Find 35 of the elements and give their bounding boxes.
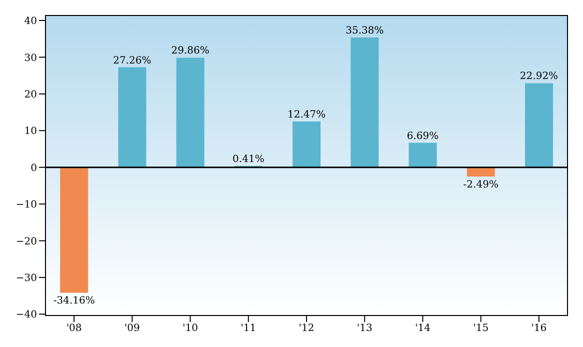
data-label: -2.49% (463, 179, 498, 190)
data-label: 12.47% (287, 110, 326, 121)
bar (350, 37, 379, 168)
y-tick-label: −10 (16, 200, 37, 211)
bar (525, 83, 553, 168)
x-tick-label: '11 (240, 323, 256, 334)
x-tick-label: '08 (66, 323, 82, 334)
y-tick-label: −20 (16, 236, 37, 248)
bar (292, 122, 321, 168)
x-tick-label: '12 (298, 323, 314, 334)
x-tick-label: '16 (531, 323, 547, 334)
y-tick-label: 20 (24, 89, 37, 100)
x-tick-label: '15 (473, 323, 489, 334)
x-tick-label: '10 (182, 323, 198, 334)
data-label: 6.69% (406, 130, 439, 142)
y-tick-label: −40 (16, 310, 37, 321)
y-tick-label: 30 (24, 52, 37, 64)
data-label: 0.41% (232, 154, 264, 165)
y-tick-label: 0 (30, 162, 37, 174)
x-tick-label: '13 (356, 323, 372, 334)
bar (466, 167, 495, 176)
x-tick-label: '09 (124, 323, 140, 334)
bar (60, 167, 88, 293)
y-tick-label: −30 (16, 273, 37, 284)
bar (176, 58, 204, 168)
bar (408, 142, 437, 168)
data-label: -34.16% (53, 296, 95, 307)
bar (118, 67, 146, 168)
data-label: 35.38% (346, 25, 384, 36)
x-tick-label: '14 (414, 323, 430, 334)
y-tick-label: 40 (24, 16, 37, 28)
data-label: 22.92% (520, 71, 558, 82)
data-label: 29.86% (171, 46, 210, 57)
y-tick-label: 10 (24, 126, 37, 138)
data-label: 27.26% (113, 55, 152, 66)
